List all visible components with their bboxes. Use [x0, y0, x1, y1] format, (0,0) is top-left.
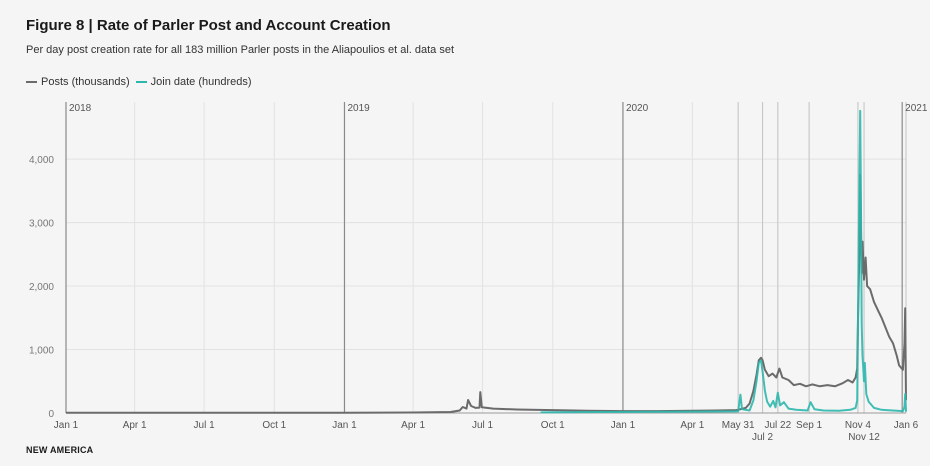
year-marker-label: 2020 [626, 103, 649, 114]
legend-item-joins: Join date (hundreds) [135, 76, 252, 88]
y-tick-label: 3,000 [29, 219, 54, 230]
x-tick-label: Jul 1 [194, 420, 216, 431]
y-tick-label: 1,000 [29, 346, 54, 357]
series-line-joins [540, 109, 907, 414]
x-tick-label: Oct 1 [541, 420, 565, 431]
y-tick-label: 0 [48, 409, 54, 420]
x-tick-label: Sep 1 [796, 420, 823, 431]
x-tick-label: Apr 1 [123, 420, 147, 431]
x-tick-label: Jul 1 [472, 420, 494, 431]
x-tick-label: Jan 1 [332, 420, 357, 431]
brand-footer: NEW AMERICA [26, 445, 94, 455]
x-tick-label: Jan 6 [894, 420, 919, 431]
x-tick-label: Apr 1 [680, 420, 704, 431]
legend-item-posts: Posts (thousands) [26, 76, 130, 88]
x-tick-label: Jul 22 [764, 420, 791, 431]
x-tick-label: Jul 2 [752, 432, 774, 443]
year-marker-label: 2021 [905, 103, 928, 114]
x-tick-label: Oct 1 [262, 420, 286, 431]
x-tick-label: Jan 1 [611, 420, 636, 431]
x-tick-label: May 31 [722, 420, 755, 431]
x-tick-label: Nov 12 [848, 432, 880, 443]
year-marker-label: 2018 [69, 103, 92, 114]
legend-label-joins: Join date (hundreds) [150, 76, 252, 88]
chart-legend: Posts (thousands) Join date (hundreds) [26, 76, 258, 88]
legend-label-posts: Posts (thousands) [41, 76, 130, 88]
year-marker-label: 2019 [347, 103, 370, 114]
x-tick-label: Apr 1 [401, 420, 425, 431]
y-tick-label: 2,000 [29, 282, 54, 293]
legend-swatch-posts [26, 81, 37, 83]
x-tick-label: Jan 1 [54, 420, 79, 431]
chart-title: Figure 8 | Rate of Parler Post and Accou… [26, 17, 391, 34]
series-line-posts [66, 174, 907, 414]
chart-subtitle: Per day post creation rate for all 183 m… [26, 44, 455, 56]
x-tick-label: Nov 4 [845, 420, 872, 431]
y-tick-label: 4,000 [29, 155, 54, 166]
legend-swatch-joins [135, 81, 147, 83]
